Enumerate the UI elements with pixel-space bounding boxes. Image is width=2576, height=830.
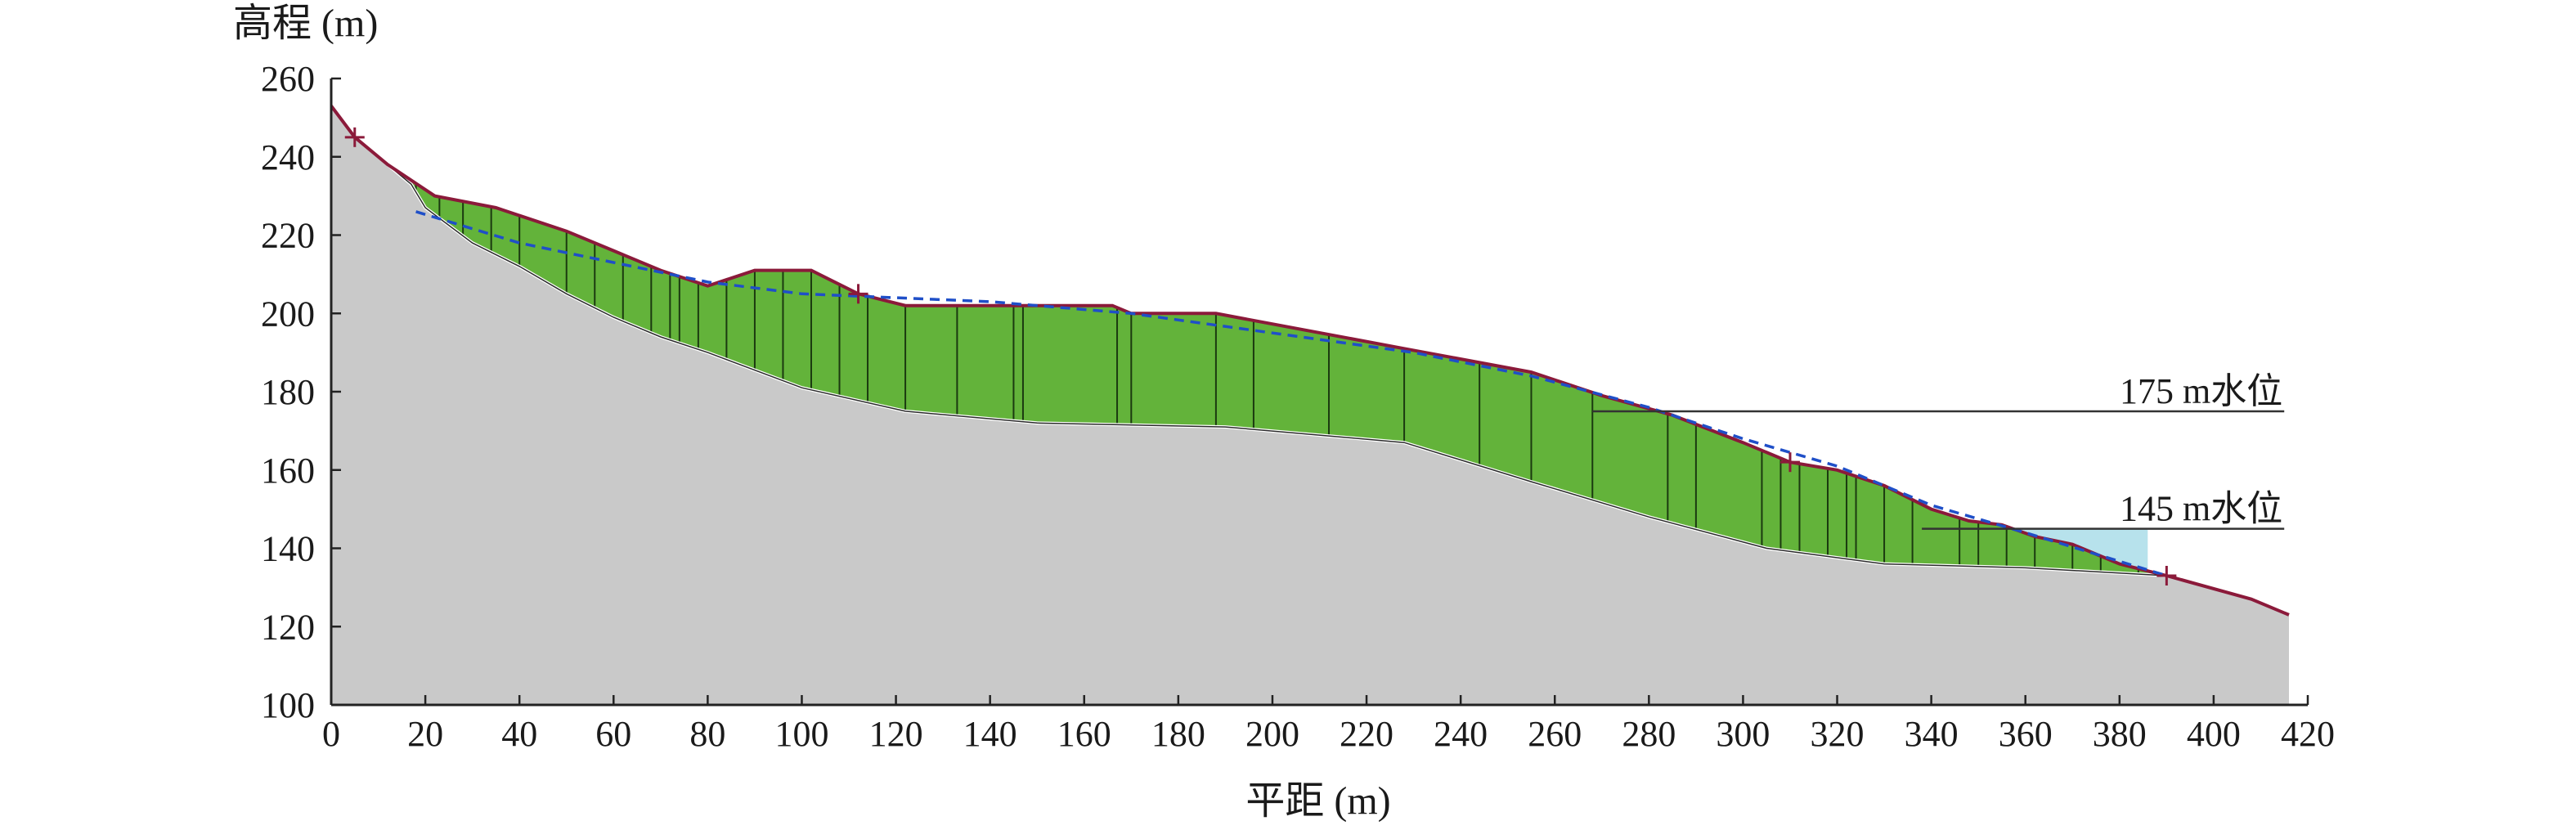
bedrock-area xyxy=(331,105,2289,705)
x-tick-label: 140 xyxy=(963,714,1017,754)
x-tick-label: 260 xyxy=(1528,714,1582,754)
x-tick-label: 380 xyxy=(2093,714,2147,754)
slice-lines-layer xyxy=(415,183,2139,575)
fill-layer xyxy=(331,105,2289,705)
y-tick-label: 160 xyxy=(261,451,315,491)
x-tick-label: 80 xyxy=(689,714,725,754)
water-level-label: 145 m水位 xyxy=(2120,489,2282,529)
x-tick-label: 160 xyxy=(1057,714,1111,754)
x-tick-label: 360 xyxy=(1999,714,2053,754)
slip-surface-outline xyxy=(387,164,2167,577)
landslide-body-area xyxy=(388,164,2167,577)
reservoir-water-area xyxy=(1922,528,2148,572)
x-tick-label: 180 xyxy=(1151,714,1205,754)
y-tick-label: 100 xyxy=(261,685,315,725)
x-tick-label: 320 xyxy=(1811,714,1865,754)
y-tick-label: 120 xyxy=(261,607,315,647)
axes-layer: 100 120 140 160 180 200 220 240 260 0 20 40 60 80 100 1… xyxy=(261,59,2335,754)
x-tick-label: 100 xyxy=(774,714,828,754)
x-tick-label: 60 xyxy=(595,714,631,754)
profile-lines-layer xyxy=(330,105,2290,617)
x-tick-label: 0 xyxy=(322,714,340,754)
x-tick-label: 420 xyxy=(2281,714,2335,754)
x-tick-label: 340 xyxy=(1905,714,1959,754)
x-tick-label: 20 xyxy=(407,714,443,754)
x-tick-label: 400 xyxy=(2187,714,2241,754)
x-tick-label: 120 xyxy=(869,714,923,754)
y-tick-label: 240 xyxy=(261,137,315,177)
x-tick-label: 280 xyxy=(1622,714,1676,754)
water-level-label: 175 m水位 xyxy=(2120,371,2282,411)
x-tick-label: 200 xyxy=(1245,714,1299,754)
water-levels-layer: 175 m水位 145 m水位 xyxy=(1592,371,2285,530)
y-tick-label: 220 xyxy=(261,216,315,256)
y-tick-label: 260 xyxy=(261,59,315,99)
x-tick-label: 220 xyxy=(1340,714,1393,754)
y-axis-title: 高程 (m) xyxy=(233,2,378,45)
ground-surface-line xyxy=(330,105,2290,617)
x-tick-label: 40 xyxy=(501,714,537,754)
x-tick-label: 300 xyxy=(1716,714,1770,754)
y-tick-label: 140 xyxy=(261,529,315,569)
y-tick-label: 200 xyxy=(261,294,315,334)
x-tick-label: 240 xyxy=(1434,714,1488,754)
groundwater-line xyxy=(415,210,2167,577)
y-tick-label: 180 xyxy=(261,372,315,412)
x-axis-title: 平距 (m) xyxy=(1245,779,1390,823)
